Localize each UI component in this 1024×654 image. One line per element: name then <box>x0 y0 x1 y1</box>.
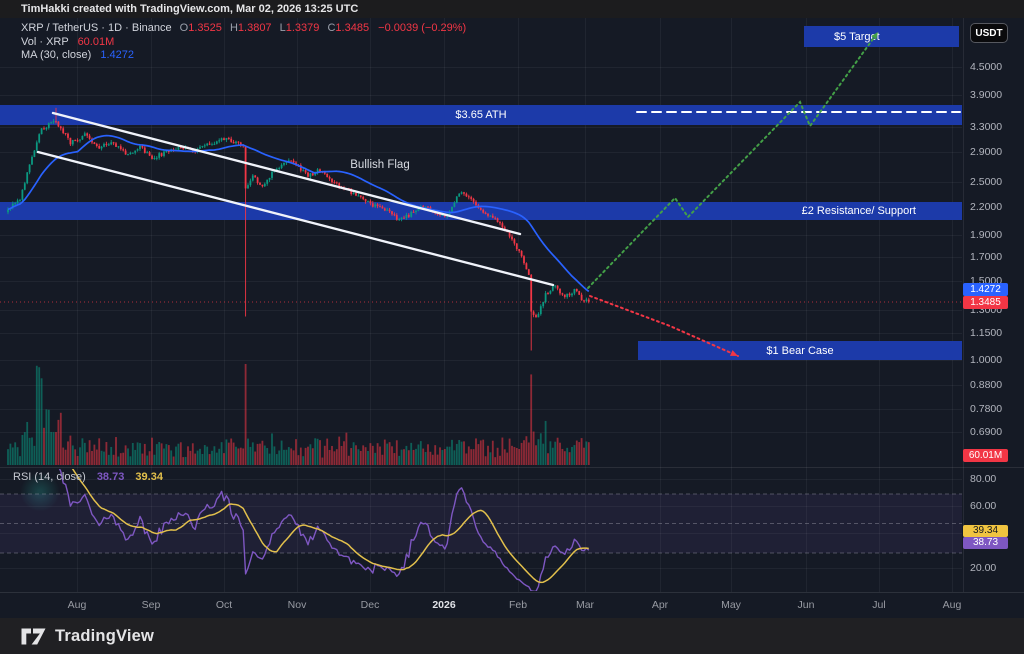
time-tick-label: Jun <box>797 599 815 611</box>
target-banner-label: $5 Target <box>834 30 880 43</box>
price-tick-label: 1.7000 <box>970 251 1003 263</box>
rsi-legend[interactable]: RSI (14, close) 38.73 39.34 <box>13 471 163 483</box>
time-tick-label: Aug <box>942 599 962 611</box>
price-tick-label: 0.6900 <box>970 426 1003 438</box>
time-tick-label: Sep <box>141 599 161 611</box>
price-tick-label: 2.9000 <box>970 146 1003 158</box>
price-tick-label: 4.5000 <box>970 61 1003 73</box>
time-tick-label: Feb <box>508 599 528 611</box>
open-label: O <box>179 22 189 34</box>
tradingview-wordmark[interactable]: TradingView <box>55 626 155 645</box>
pane-separator[interactable] <box>0 467 1024 468</box>
symbol-title: XRP / TetherUS · 1D · Binance <box>21 22 172 34</box>
price-tick-label: 1.0000 <box>970 354 1003 366</box>
close-value: 1.3485 <box>335 22 370 34</box>
price-tick-label: 2.5000 <box>970 176 1003 188</box>
rsi-ma-value: 39.34 <box>135 471 163 483</box>
chart-region[interactable]: $3.65 ATH £2 Resistance/ Support $5 Targ… <box>0 18 1024 618</box>
time-tick-label: May <box>721 599 741 611</box>
currency-toggle-button[interactable]: USDT <box>970 23 1008 43</box>
symbol-legend[interactable]: XRP / TetherUS · 1D · Binance O1.3525 H1… <box>21 22 466 63</box>
time-tick-label: Apr <box>651 599 669 611</box>
price-tick-label: 0.7800 <box>970 403 1003 415</box>
attribution-text: TimHakki created with TradingView.com, M… <box>21 3 359 15</box>
ath-banner-label: $3.65 ATH <box>455 109 507 121</box>
rsi-badge: 38.73 <box>963 537 1008 549</box>
ma-value: 1.4272 <box>100 49 135 61</box>
change-value: −0.0039 (−0.29%) <box>378 22 467 34</box>
open-value: 1.3525 <box>188 22 222 34</box>
low-value: 1.3379 <box>285 22 320 34</box>
time-axis[interactable]: Aug Sep Oct Nov Dec 2026 Feb Mar Apr May Jun Jul Aug <box>0 592 1024 619</box>
ma-label: MA (30, close) <box>21 49 92 61</box>
high-value: 1.3807 <box>237 22 272 34</box>
price-tick-label: 1.1500 <box>970 327 1003 339</box>
time-tick-label: Dec <box>360 599 380 611</box>
price-tick-label: 3.3000 <box>970 121 1003 133</box>
rsi-value: 38.73 <box>96 471 125 483</box>
footer-bar: TradingView <box>0 618 1024 654</box>
ath-banner[interactable]: $3.65 ATH <box>0 105 962 125</box>
time-tick-label: Mar <box>575 599 595 611</box>
volume-value: 60.01M <box>77 35 115 48</box>
price-tick-label: 80.00 <box>970 473 997 485</box>
attribution-bar: TimHakki created with TradingView.com, M… <box>0 0 1024 18</box>
bullish-flag-label[interactable]: Bullish Flag <box>350 159 410 171</box>
ma-price-badge: 1.4272 <box>963 283 1008 296</box>
resistance-banner-label: £2 Resistance/ Support <box>801 205 916 217</box>
price-tick-label: 2.2000 <box>970 201 1003 213</box>
resistance-banner[interactable]: £2 Resistance/ Support <box>0 202 962 220</box>
last-price-badge: 1.3485 <box>963 296 1008 309</box>
time-tick-label: Oct <box>215 599 233 611</box>
time-tick-label: Nov <box>287 599 307 611</box>
high-label: H <box>229 22 238 34</box>
price-tick-label: 0.8800 <box>970 379 1003 391</box>
tradingview-logo-icon[interactable] <box>21 628 46 645</box>
rsi-ma-badge: 39.34 <box>963 525 1008 537</box>
bear-case-banner-label: $1 Bear Case <box>766 344 834 357</box>
target-banner[interactable]: $5 Target <box>804 26 959 47</box>
volume-badge: 60.01M <box>963 449 1008 462</box>
price-tick-label: 20.00 <box>970 562 997 574</box>
price-tick-label: 1.9000 <box>970 229 1003 241</box>
time-tick-label: Jul <box>872 599 886 611</box>
time-tick-label: 2026 <box>432 599 456 611</box>
rsi-label: RSI (14, close) <box>13 471 86 483</box>
time-tick-label: Aug <box>67 599 87 611</box>
bear-case-banner[interactable]: $1 Bear Case <box>638 341 962 360</box>
volume-label: Vol · XRP <box>21 35 69 48</box>
price-tick-label: 60.00 <box>970 500 997 512</box>
price-tick-label: 3.9000 <box>970 89 1003 101</box>
